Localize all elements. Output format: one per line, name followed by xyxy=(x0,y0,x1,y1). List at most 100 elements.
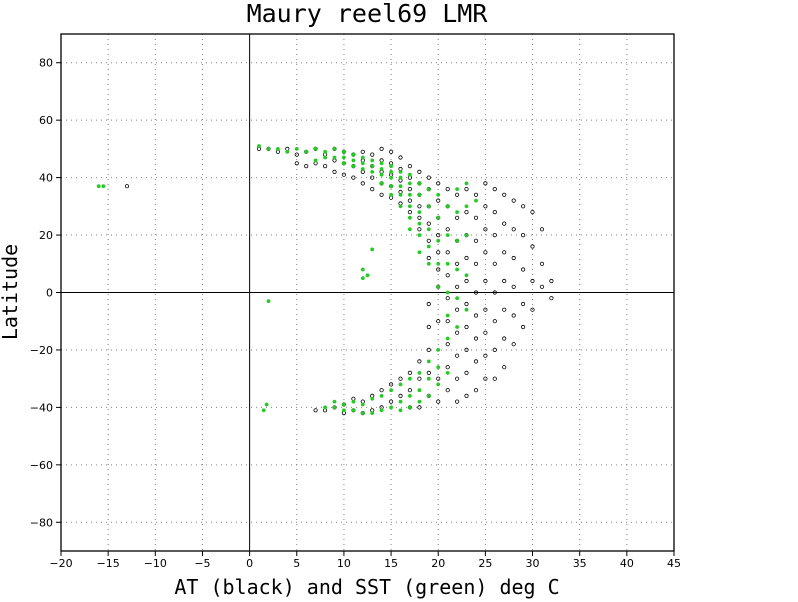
data-point xyxy=(398,408,403,413)
data-point xyxy=(502,250,507,255)
data-point xyxy=(370,396,375,401)
data-point xyxy=(407,198,412,203)
data-point xyxy=(370,170,375,174)
data-point xyxy=(464,204,469,209)
x-tick-label: 45 xyxy=(667,557,681,570)
data-point xyxy=(530,278,535,284)
data-point xyxy=(464,324,469,330)
series-layer xyxy=(96,144,554,416)
data-point xyxy=(417,192,422,197)
data-point xyxy=(445,227,450,232)
data-point xyxy=(417,204,422,209)
data-point xyxy=(436,319,441,324)
data-point xyxy=(473,313,479,318)
x-tick-label: 5 xyxy=(293,557,300,570)
series-at-black xyxy=(124,146,554,416)
data-point xyxy=(351,399,356,404)
y-tick-label: −60 xyxy=(30,459,53,472)
data-point xyxy=(408,394,412,398)
data-point xyxy=(436,181,441,186)
data-point xyxy=(351,408,356,413)
data-point xyxy=(313,147,318,151)
data-point xyxy=(389,170,393,174)
x-tick-label: 40 xyxy=(620,557,634,570)
data-point xyxy=(511,342,516,347)
data-point xyxy=(323,405,327,410)
data-point xyxy=(379,146,384,151)
data-point xyxy=(436,348,441,352)
data-point xyxy=(473,238,479,243)
x-axis-label: AT (black) and SST (green) deg C xyxy=(174,575,559,599)
data-point xyxy=(370,158,375,163)
data-point xyxy=(360,161,365,166)
data-point xyxy=(96,184,101,189)
data-point xyxy=(520,233,526,238)
data-point xyxy=(323,149,327,154)
data-point xyxy=(483,250,488,255)
data-point xyxy=(417,399,422,404)
data-point xyxy=(266,147,271,151)
x-tick-label: −5 xyxy=(194,557,210,570)
data-point xyxy=(436,267,441,272)
data-point xyxy=(351,158,356,163)
data-point xyxy=(530,244,535,249)
data-point xyxy=(398,184,403,189)
data-point xyxy=(360,181,365,186)
data-point xyxy=(455,267,459,272)
data-point xyxy=(445,261,450,266)
data-point xyxy=(426,227,431,232)
x-tick-label: 15 xyxy=(384,557,398,570)
data-point xyxy=(276,147,280,151)
data-point xyxy=(445,313,450,318)
data-point xyxy=(436,382,441,387)
data-point xyxy=(426,394,431,398)
y-tick-label: 60 xyxy=(39,114,53,127)
data-point xyxy=(464,187,469,192)
data-point xyxy=(370,187,375,192)
data-point xyxy=(445,388,450,393)
data-point xyxy=(436,376,441,381)
data-point xyxy=(426,238,431,243)
data-point xyxy=(483,278,488,284)
data-point xyxy=(483,353,488,358)
data-point xyxy=(511,198,516,203)
series-sst-green xyxy=(96,144,478,415)
data-point xyxy=(502,221,507,226)
data-point xyxy=(464,255,469,261)
data-point xyxy=(426,255,431,261)
data-point xyxy=(464,301,469,307)
data-point xyxy=(445,342,450,347)
data-point xyxy=(332,405,337,410)
data-point xyxy=(454,192,460,197)
data-point xyxy=(530,307,535,312)
data-point xyxy=(549,278,554,284)
x-tick-label: 10 xyxy=(337,557,351,570)
data-point xyxy=(398,382,403,387)
data-point xyxy=(407,210,412,215)
data-point xyxy=(454,215,460,220)
data-point xyxy=(332,155,337,160)
data-point xyxy=(332,147,337,151)
data-point xyxy=(473,215,479,220)
data-point xyxy=(398,204,403,209)
x-tick-labels: −20 −15 −10 −5 0 5 10 15 20 25 30 35 40 45 xyxy=(49,557,681,570)
data-point xyxy=(464,347,469,352)
data-point xyxy=(483,330,488,335)
data-point xyxy=(294,161,299,166)
y-tick-label: 80 xyxy=(39,57,53,70)
data-point xyxy=(360,276,365,280)
data-point xyxy=(455,238,459,243)
data-point xyxy=(445,290,450,295)
y-tick-label: 20 xyxy=(39,229,53,242)
data-point xyxy=(445,319,450,324)
data-point xyxy=(379,388,384,393)
data-point xyxy=(520,204,526,209)
data-point xyxy=(445,233,450,238)
data-point xyxy=(445,273,450,278)
data-point xyxy=(379,172,384,177)
data-point xyxy=(426,244,431,249)
data-point xyxy=(426,370,431,375)
data-point xyxy=(520,324,526,330)
data-point xyxy=(445,365,450,370)
